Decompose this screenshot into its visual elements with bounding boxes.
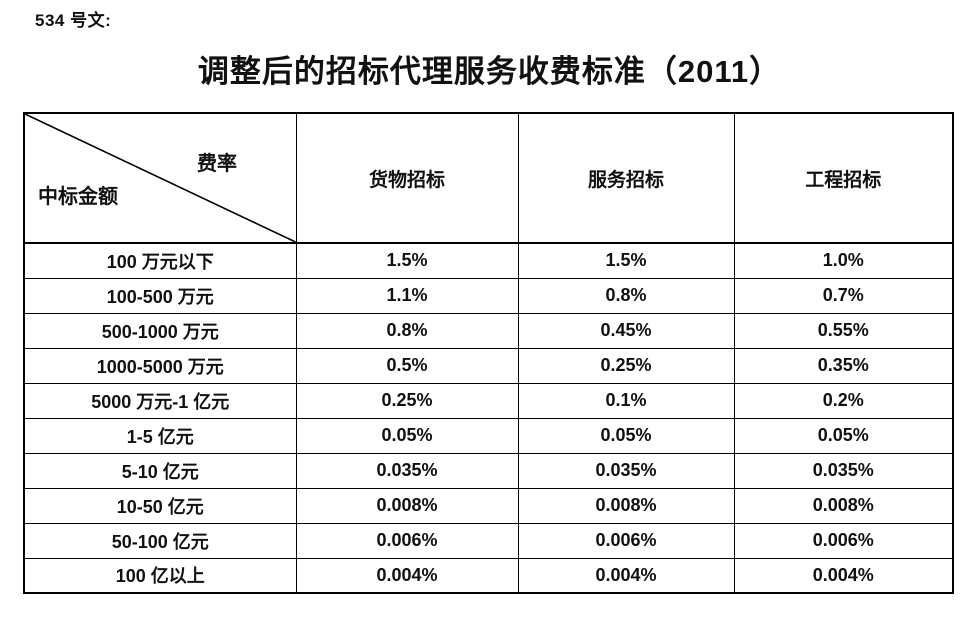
fee-value: 0.25%: [517, 347, 735, 384]
table-row: 10-50 亿元 0.008% 0.008% 0.008%: [23, 487, 954, 524]
table-row: 1-5 亿元 0.05% 0.05% 0.05%: [23, 417, 954, 454]
fee-value: 0.7%: [733, 277, 954, 314]
row-label: 50-100 亿元: [23, 522, 297, 559]
corner-label-fee-rate: 费率: [197, 153, 237, 175]
table-row: 100-500 万元 1.1% 0.8% 0.7%: [23, 277, 954, 314]
fee-value: 0.8%: [517, 277, 735, 314]
fee-value: 0.004%: [517, 557, 735, 594]
fee-value: 0.008%: [733, 487, 954, 524]
row-label: 5-10 亿元: [23, 452, 297, 489]
table-row: 50-100 亿元 0.006% 0.006% 0.006%: [23, 522, 954, 559]
column-header-goods-tender: 货物招标: [295, 112, 519, 244]
fee-value: 0.45%: [517, 312, 735, 349]
fee-value: 0.008%: [295, 487, 519, 524]
fee-value: 1.5%: [517, 242, 735, 279]
fee-value: 0.25%: [295, 382, 519, 419]
table-corner-cell: 费率 中标金额: [23, 112, 297, 244]
row-label: 100 万元以下: [23, 242, 297, 279]
table-row: 5-10 亿元 0.035% 0.035% 0.035%: [23, 452, 954, 489]
row-label: 1-5 亿元: [23, 417, 297, 454]
row-label: 100-500 万元: [23, 277, 297, 314]
fee-value: 0.006%: [295, 522, 519, 559]
fee-value: 0.006%: [517, 522, 735, 559]
fee-value: 0.05%: [295, 417, 519, 454]
row-label: 500-1000 万元: [23, 312, 297, 349]
table-row: 5000 万元-1 亿元 0.25% 0.1% 0.2%: [23, 382, 954, 419]
fee-value: 0.004%: [295, 557, 519, 594]
row-label: 10-50 亿元: [23, 487, 297, 524]
row-label: 1000-5000 万元: [23, 347, 297, 384]
table-row: 500-1000 万元 0.8% 0.45% 0.55%: [23, 312, 954, 349]
fee-value: 0.1%: [517, 382, 735, 419]
fee-value: 0.35%: [733, 347, 954, 384]
column-header-engineering-tender: 工程招标: [733, 112, 954, 244]
fee-value: 1.5%: [295, 242, 519, 279]
diagonal-divider-line: [25, 114, 296, 242]
fee-value: 0.2%: [733, 382, 954, 419]
row-label: 5000 万元-1 亿元: [23, 382, 297, 419]
fee-value: 1.1%: [295, 277, 519, 314]
page-title: 调整后的招标代理服务收费标准（2011）: [197, 54, 782, 89]
fee-value: 0.5%: [295, 347, 519, 384]
fee-value: 1.0%: [733, 242, 954, 279]
fee-value: 0.004%: [733, 557, 954, 594]
doc-number-label: 534 号文:: [35, 11, 112, 30]
fee-value: 0.55%: [733, 312, 954, 349]
fee-value: 0.05%: [517, 417, 735, 454]
corner-label-bid-amount: 中标金额: [38, 186, 118, 208]
header-row: 费率 中标金额 货物招标 服务招标 工程招标: [23, 112, 954, 244]
fee-value: 0.035%: [295, 452, 519, 489]
fee-value: 0.035%: [517, 452, 735, 489]
fee-value: 0.006%: [733, 522, 954, 559]
table-row: 100 亿以上 0.004% 0.004% 0.004%: [23, 557, 954, 594]
fee-value: 0.035%: [733, 452, 954, 489]
row-label: 100 亿以上: [23, 557, 297, 594]
fee-value: 0.05%: [733, 417, 954, 454]
table-row: 1000-5000 万元 0.5% 0.25% 0.35%: [23, 347, 954, 384]
column-header-service-tender: 服务招标: [517, 112, 735, 244]
fee-value: 0.8%: [295, 312, 519, 349]
table-row: 100 万元以下 1.5% 1.5% 1.0%: [23, 242, 954, 279]
fee-value: 0.008%: [517, 487, 735, 524]
fee-rate-table: 费率 中标金额 货物招标 服务招标 工程招标 100 万元以下 1.5% 1.5…: [23, 112, 954, 594]
